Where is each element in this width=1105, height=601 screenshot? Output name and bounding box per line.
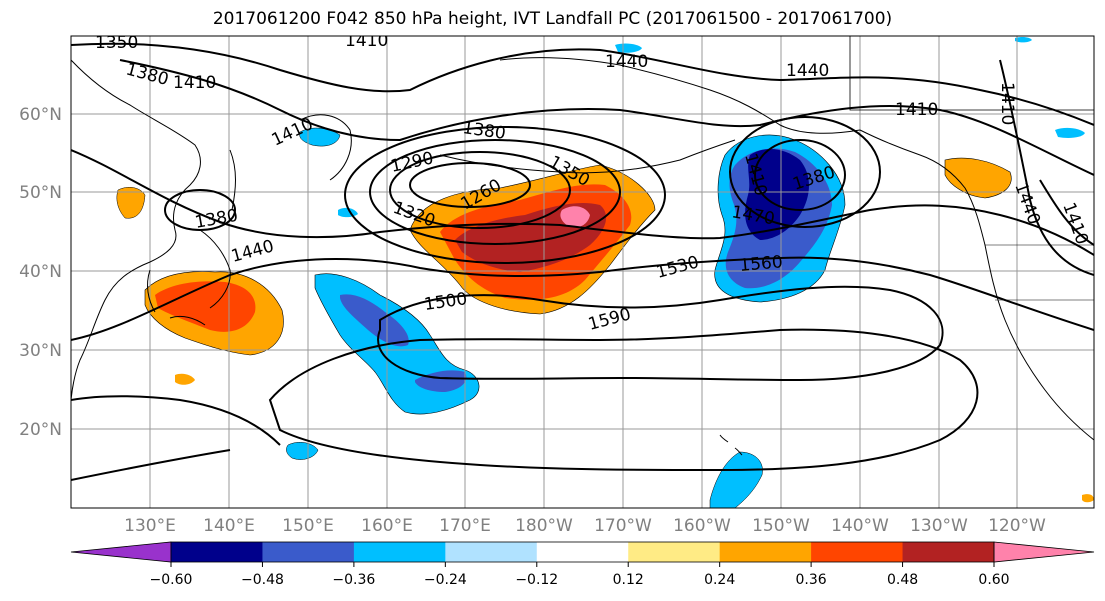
- colorbar-segment: [628, 542, 721, 562]
- colorbar-frame: [170, 541, 995, 563]
- map-frame: [70, 35, 1095, 509]
- colorbar-extend-low: [70, 541, 172, 563]
- lon-label: 140°E: [203, 516, 255, 536]
- colorbar-tick-label: −0.24: [424, 572, 467, 588]
- contour-label: 1410: [345, 31, 388, 51]
- colorbar-segment: [262, 542, 355, 562]
- contour-label: 1410: [895, 100, 938, 120]
- contour-label: 1410: [173, 73, 216, 93]
- lat-label: 50°N: [19, 183, 62, 203]
- lat-label: 40°N: [19, 262, 62, 282]
- map-title: 2017061200 F042 850 hPa height, IVT Land…: [212, 9, 893, 29]
- lon-label: 130°E: [124, 516, 176, 536]
- contour-label: 1560: [739, 252, 784, 276]
- lon-label: 140°W: [831, 516, 889, 536]
- colorbar-segment: [445, 542, 538, 562]
- colorbar-tick-label: 0.60: [978, 572, 1009, 588]
- colorbar-segment: [171, 542, 263, 562]
- contour-label: 1440: [786, 61, 829, 81]
- latitude-labels: 60°N 50°N 40°N 30°N 20°N: [19, 105, 62, 440]
- lat-label: 60°N: [19, 105, 62, 125]
- contour-label: 1350: [95, 33, 138, 53]
- height-contours: [71, 42, 1094, 481]
- lon-label: 160°E: [361, 516, 413, 536]
- colorbar-segment: [902, 542, 995, 562]
- colorbar-tick-label: −0.36: [332, 572, 375, 588]
- lon-label: 170°W: [594, 516, 652, 536]
- lat-label: 30°N: [19, 341, 62, 361]
- colorbar: −0.60 −0.48 −0.36 −0.24 −0.12 0.12 0.24 0.36 0.4…: [70, 541, 1095, 588]
- colorbar-segment: [719, 542, 812, 562]
- longitude-labels: 130°E 140°E 150°E 160°E 170°E 180°W 170°…: [124, 516, 1046, 536]
- colorbar-tick-label: −0.48: [241, 572, 284, 588]
- lon-label: 150°E: [282, 516, 334, 536]
- lon-label: 160°W: [673, 516, 731, 536]
- colorbar-tick-label: 0.12: [613, 572, 644, 588]
- lon-label: 130°W: [910, 516, 968, 536]
- colorbar-tick-label: −0.60: [150, 572, 193, 588]
- lat-label: 20°N: [19, 420, 62, 440]
- lon-label: 120°W: [988, 516, 1046, 536]
- coastlines: [71, 36, 1094, 456]
- contour-label: 1410: [997, 82, 1017, 125]
- lon-label: 150°W: [752, 516, 810, 536]
- colorbar-tick-label: 0.24: [704, 572, 735, 588]
- colorbar-tick-label: −0.12: [515, 572, 558, 588]
- colorbar-segment: [811, 542, 904, 562]
- colorbar-segment: [536, 542, 629, 562]
- gridlines: [71, 36, 1094, 508]
- colorbar-tick-label: 0.36: [796, 572, 827, 588]
- lon-label: 180°W: [515, 516, 573, 536]
- colorbar-extend-high: [993, 541, 1095, 563]
- contour-label: 1440: [605, 52, 648, 72]
- colorbar-segment: [353, 542, 446, 562]
- colorbar-tick-label: 0.48: [887, 572, 918, 588]
- lon-label: 170°E: [439, 516, 491, 536]
